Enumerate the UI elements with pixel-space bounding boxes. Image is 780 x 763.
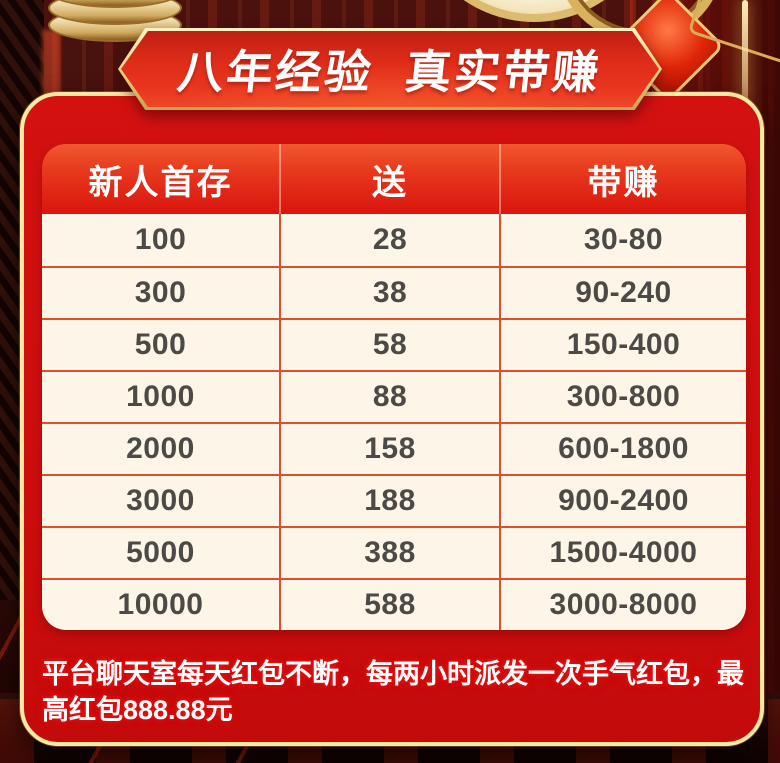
table-cell: 388 [279,528,499,578]
gold-coins-icon [48,0,198,60]
bonus-table-body: 100 28 30-80 300 38 90-240 500 58 150-400 1000 88 3… [42,214,746,630]
table-cell: 100 [134,223,187,256]
table-row: 300 38 90-240 [42,266,746,318]
table-row: 1000 88 300-800 [42,370,746,422]
banner-title: 八年经验 真实带赚 [175,46,605,98]
table-cell: 300 [134,276,187,309]
header-first-deposit: 新人首存 [88,163,233,202]
table-cell: 88 [279,372,499,422]
table-cell: 5000 [126,536,195,569]
table-cell: 58 [279,320,499,370]
bonus-table: 新人首存 送 带赚 100 28 30-80 300 38 90-240 500 58 150-… [42,144,746,630]
table-cell: 1500-4000 [499,528,746,578]
table-cell: 2000 [126,432,195,465]
banner-body: 八年经验 真实带赚 [121,31,659,107]
table-cell: 600-1800 [499,424,746,474]
table-cell: 1000 [126,380,195,413]
table-cell: 188 [279,476,499,526]
table-cell: 28 [279,214,499,266]
table-cell: 3000 [126,484,195,517]
table-row: 500 58 150-400 [42,318,746,370]
table-cell: 38 [279,268,499,318]
table-cell: 3000-8000 [499,580,746,630]
promo-panel: 新人首存 送 带赚 100 28 30-80 300 38 90-240 500 58 150-… [20,92,764,746]
table-row: 100 28 30-80 [42,214,746,266]
table-cell: 10000 [117,588,204,621]
table-cell: 90-240 [499,268,746,318]
title-banner: 八年经验 真实带赚 [118,28,662,110]
table-cell: 588 [279,580,499,630]
bonus-table-header: 新人首存 送 带赚 [42,144,746,214]
table-cell: 150-400 [499,320,746,370]
table-cell: 900-2400 [499,476,746,526]
table-row: 5000 388 1500-4000 [42,526,746,578]
table-cell: 158 [279,424,499,474]
table-row: 3000 188 900-2400 [42,474,746,526]
promo-note: 平台聊天室每天红包不断，每两小时派发一次手气红包，最高红包888.88元 [42,659,744,725]
header-bonus: 送 [279,144,499,214]
table-cell: 300-800 [499,372,746,422]
table-cell: 30-80 [499,214,746,266]
table-cell: 500 [134,328,187,361]
table-row: 10000 588 3000-8000 [42,578,746,630]
table-row: 2000 158 600-1800 [42,422,746,474]
header-earnings: 带赚 [499,144,746,214]
